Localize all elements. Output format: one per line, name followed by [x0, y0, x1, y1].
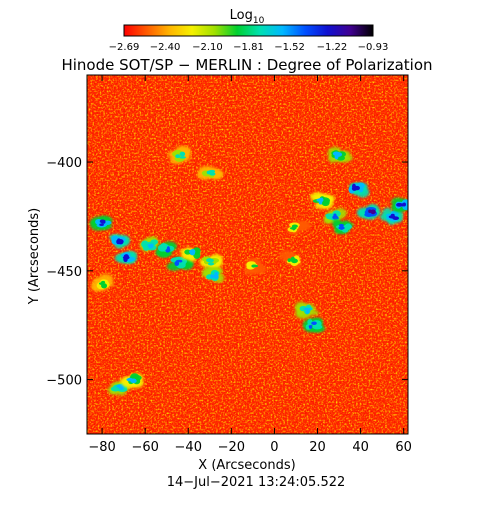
x-tick-label: −20 — [218, 440, 245, 455]
polarization-cluster — [89, 215, 113, 231]
x-axis-label: X (Arcseconds) — [198, 458, 295, 473]
polarization-cluster — [109, 234, 130, 249]
y-axis-label: Y (Arcseconds) — [27, 208, 42, 305]
x-tick-label: 40 — [352, 440, 369, 455]
polarization-cluster — [279, 250, 302, 270]
polarization-cluster — [327, 146, 353, 163]
x-tick-label: −60 — [131, 440, 158, 455]
polarization-cluster — [139, 236, 159, 252]
polarization-cluster — [197, 166, 224, 180]
polarization-cluster — [167, 145, 191, 165]
polarization-cluster — [286, 220, 311, 235]
colorbar-ticks: −2.69 −2.40 −2.10 −1.81 −1.52 −1.22 −0.93 — [109, 42, 389, 53]
colorbar-tick-label: −1.81 — [233, 42, 264, 53]
y-tick-label: −400 — [46, 156, 82, 171]
polarization-cluster — [243, 258, 267, 275]
colorbar-tick-label: −1.52 — [274, 42, 305, 53]
polarization-cluster — [348, 182, 370, 198]
x-tick-label: 60 — [395, 440, 412, 455]
plot-frame — [86, 74, 409, 435]
polarization-cluster — [155, 241, 177, 258]
colorbar-tick-label: −0.93 — [358, 42, 389, 53]
polarization-clusters — [89, 145, 408, 396]
colorbar-tick-label: −2.40 — [150, 42, 181, 53]
colorbar-title-main: Log — [230, 8, 253, 23]
plot-area — [87, 75, 408, 434]
polarization-cluster — [166, 256, 194, 271]
polarization-cluster — [114, 251, 137, 264]
polarization-cluster — [295, 301, 320, 319]
polarization-cluster — [332, 219, 354, 234]
polarization-cluster — [201, 266, 225, 283]
x-tick-label: −80 — [88, 440, 115, 455]
x-tick-label: −40 — [175, 440, 202, 455]
x-tick-label: 20 — [309, 440, 326, 455]
chart-title: Hinode SOT/SP − MERLIN : Degree of Polar… — [61, 56, 432, 74]
colorbar-tick-label: −2.69 — [109, 42, 140, 53]
polarization-cluster — [107, 381, 130, 396]
colorbar — [123, 24, 374, 37]
colorbar-title: Log10 — [230, 8, 265, 26]
colorbar-title-subscript: 10 — [253, 16, 265, 26]
polarization-cluster — [310, 192, 335, 210]
polarization-cluster — [120, 373, 144, 389]
y-tick-label: −500 — [46, 374, 82, 389]
colorbar-tick-label: −2.10 — [192, 42, 223, 53]
timestamp: 14−Jul−2021 13:24:05.522 — [167, 475, 346, 490]
polarization-cluster — [179, 247, 201, 262]
polarization-cluster — [391, 197, 408, 212]
y-axis: −400 −450 −500 — [46, 156, 408, 389]
polarization-cluster — [379, 207, 404, 225]
colorbar-tick-label: −1.22 — [317, 42, 348, 53]
y-tick-label: −450 — [46, 265, 82, 280]
x-tick-label: 0 — [270, 440, 278, 455]
polarization-cluster — [323, 208, 347, 224]
x-axis: −80 −60 −40 −20 0 20 40 60 — [88, 75, 412, 455]
polarization-cluster — [302, 318, 326, 333]
polarization-cluster — [90, 274, 115, 291]
polarization-cluster — [356, 204, 381, 220]
